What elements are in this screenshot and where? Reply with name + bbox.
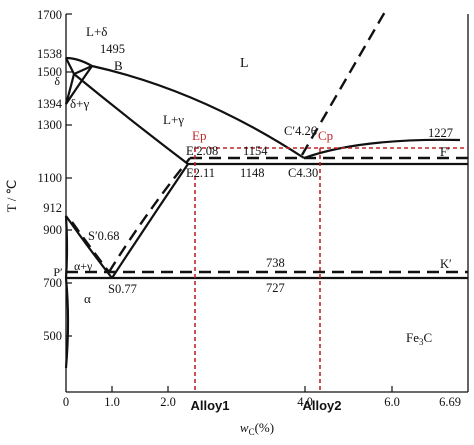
marker-ep: Ep [192,128,206,143]
y-label-900: 900 [43,223,62,237]
y-label-1394: 1394 [37,97,63,111]
delta-solidus [65,57,75,75]
label-c-prime: C′4.26 [284,124,317,138]
plot-frame [65,14,469,393]
liquidus-bc [91,64,305,159]
peritectic-line [73,64,93,76]
x-label-4: 4.0 [297,395,313,409]
label-b: B [114,58,123,73]
solidus-je [73,73,189,165]
phase-boundaries [64,56,468,369]
y-label-700: 700 [43,276,62,290]
label-1148: 1148 [240,166,265,180]
alloy-guides [194,147,468,392]
label-alpha: α [84,291,91,306]
label-738: 738 [266,256,285,270]
x-axis-title: wC(%) [240,420,274,437]
label-alpha-gamma: α+γ [74,259,93,273]
label-l: L [240,56,249,71]
label-l-gamma: L+γ [163,112,184,127]
label-fe3c-sub: 3 [419,337,424,347]
liquidus-ab [65,56,93,67]
a3-prime-dash [71,221,110,273]
x-label-2: 2.0 [160,395,176,409]
label-e-prime: E′2.08 [186,144,218,158]
y-label-912: 912 [43,201,62,215]
y-label-1700: 1700 [37,8,62,22]
y-label-1100: 1100 [37,171,62,185]
y-label-500: 500 [43,329,62,343]
label-fe3c-main: Fe [406,330,419,345]
x-label-0: 0 [63,395,69,409]
delta-gamma-lower [65,65,93,105]
label-l-delta: L+δ [86,24,107,39]
label-delta-gamma: δ+γ [70,96,89,111]
x-axis-title-unit: (%) [255,420,275,435]
y-ticks [66,13,72,337]
label-fe3c-tail: C [424,330,433,345]
x-label-6: 6.0 [384,395,400,409]
y-label-1495: 1495 [100,42,125,56]
label-f-prime: F′ [440,145,450,159]
label-k-prime: K′ [440,257,452,271]
dashed-lines [66,9,468,274]
label-1227: 1227 [428,126,453,140]
y-label-1500: 1500 [37,65,62,79]
label-1154: 1154 [243,144,268,158]
y-label-delta: δ [54,74,60,88]
alloy2-label: Alloy2 [302,398,341,413]
liquidus-cd [303,138,461,160]
x-axis-title-sub: C [249,427,255,437]
x-axis-title-w: w [240,420,249,435]
y-label-1538: 1538 [37,47,62,61]
x-label-1: 1.0 [104,395,120,409]
cementite-liquidus-dash [300,9,388,156]
y-axis-title: T / ℃ [4,180,19,212]
label-727: 727 [266,281,285,295]
marker-cp: Cp [318,128,333,143]
acm-prime-dash [107,157,191,273]
alpha-solvus [64,215,69,279]
y-label-1300: 1300 [37,118,62,132]
x-ticks [111,386,393,392]
label-c: C4.30 [288,166,318,180]
alpha-lower [64,277,70,369]
alloy1-label: Alloy1 [190,398,229,413]
label-e: E2.11 [186,166,215,180]
label-s: S0.77 [108,282,137,296]
x-label-669: 6.69 [439,395,461,409]
label-fe3c: Fe3C [406,330,432,347]
label-p-prime: P′ [53,265,63,279]
acm-line [111,163,189,279]
label-s-prime: S′0.68 [88,229,120,243]
